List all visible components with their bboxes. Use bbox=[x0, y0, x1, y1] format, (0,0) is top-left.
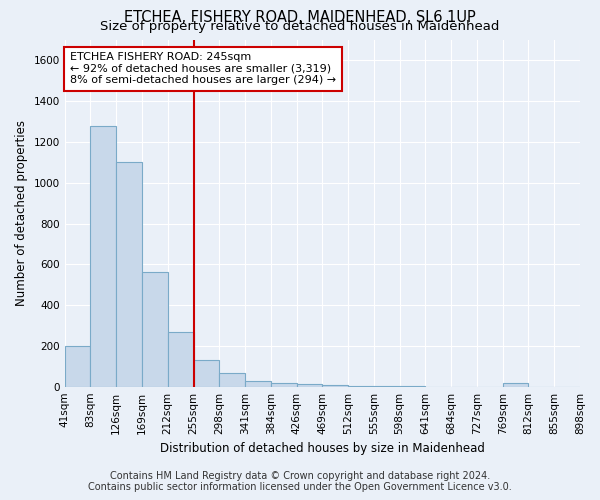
Bar bbox=[168, 332, 193, 386]
Bar bbox=[271, 382, 296, 386]
Text: Contains HM Land Registry data © Crown copyright and database right 2024.
Contai: Contains HM Land Registry data © Crown c… bbox=[88, 471, 512, 492]
Bar bbox=[193, 360, 219, 386]
Bar bbox=[65, 346, 91, 387]
Bar bbox=[503, 382, 529, 386]
X-axis label: Distribution of detached houses by size in Maidenhead: Distribution of detached houses by size … bbox=[160, 442, 485, 455]
Text: ETCHEA, FISHERY ROAD, MAIDENHEAD, SL6 1UP: ETCHEA, FISHERY ROAD, MAIDENHEAD, SL6 1U… bbox=[124, 10, 476, 25]
Y-axis label: Number of detached properties: Number of detached properties bbox=[15, 120, 28, 306]
Bar bbox=[142, 272, 168, 386]
Bar bbox=[245, 380, 271, 386]
Bar bbox=[219, 374, 245, 386]
Text: ETCHEA FISHERY ROAD: 245sqm
← 92% of detached houses are smaller (3,319)
8% of s: ETCHEA FISHERY ROAD: 245sqm ← 92% of det… bbox=[70, 52, 336, 86]
Bar bbox=[116, 162, 142, 386]
Text: Size of property relative to detached houses in Maidenhead: Size of property relative to detached ho… bbox=[100, 20, 500, 33]
Bar bbox=[322, 384, 348, 386]
Bar bbox=[296, 384, 322, 386]
Bar bbox=[91, 126, 116, 386]
